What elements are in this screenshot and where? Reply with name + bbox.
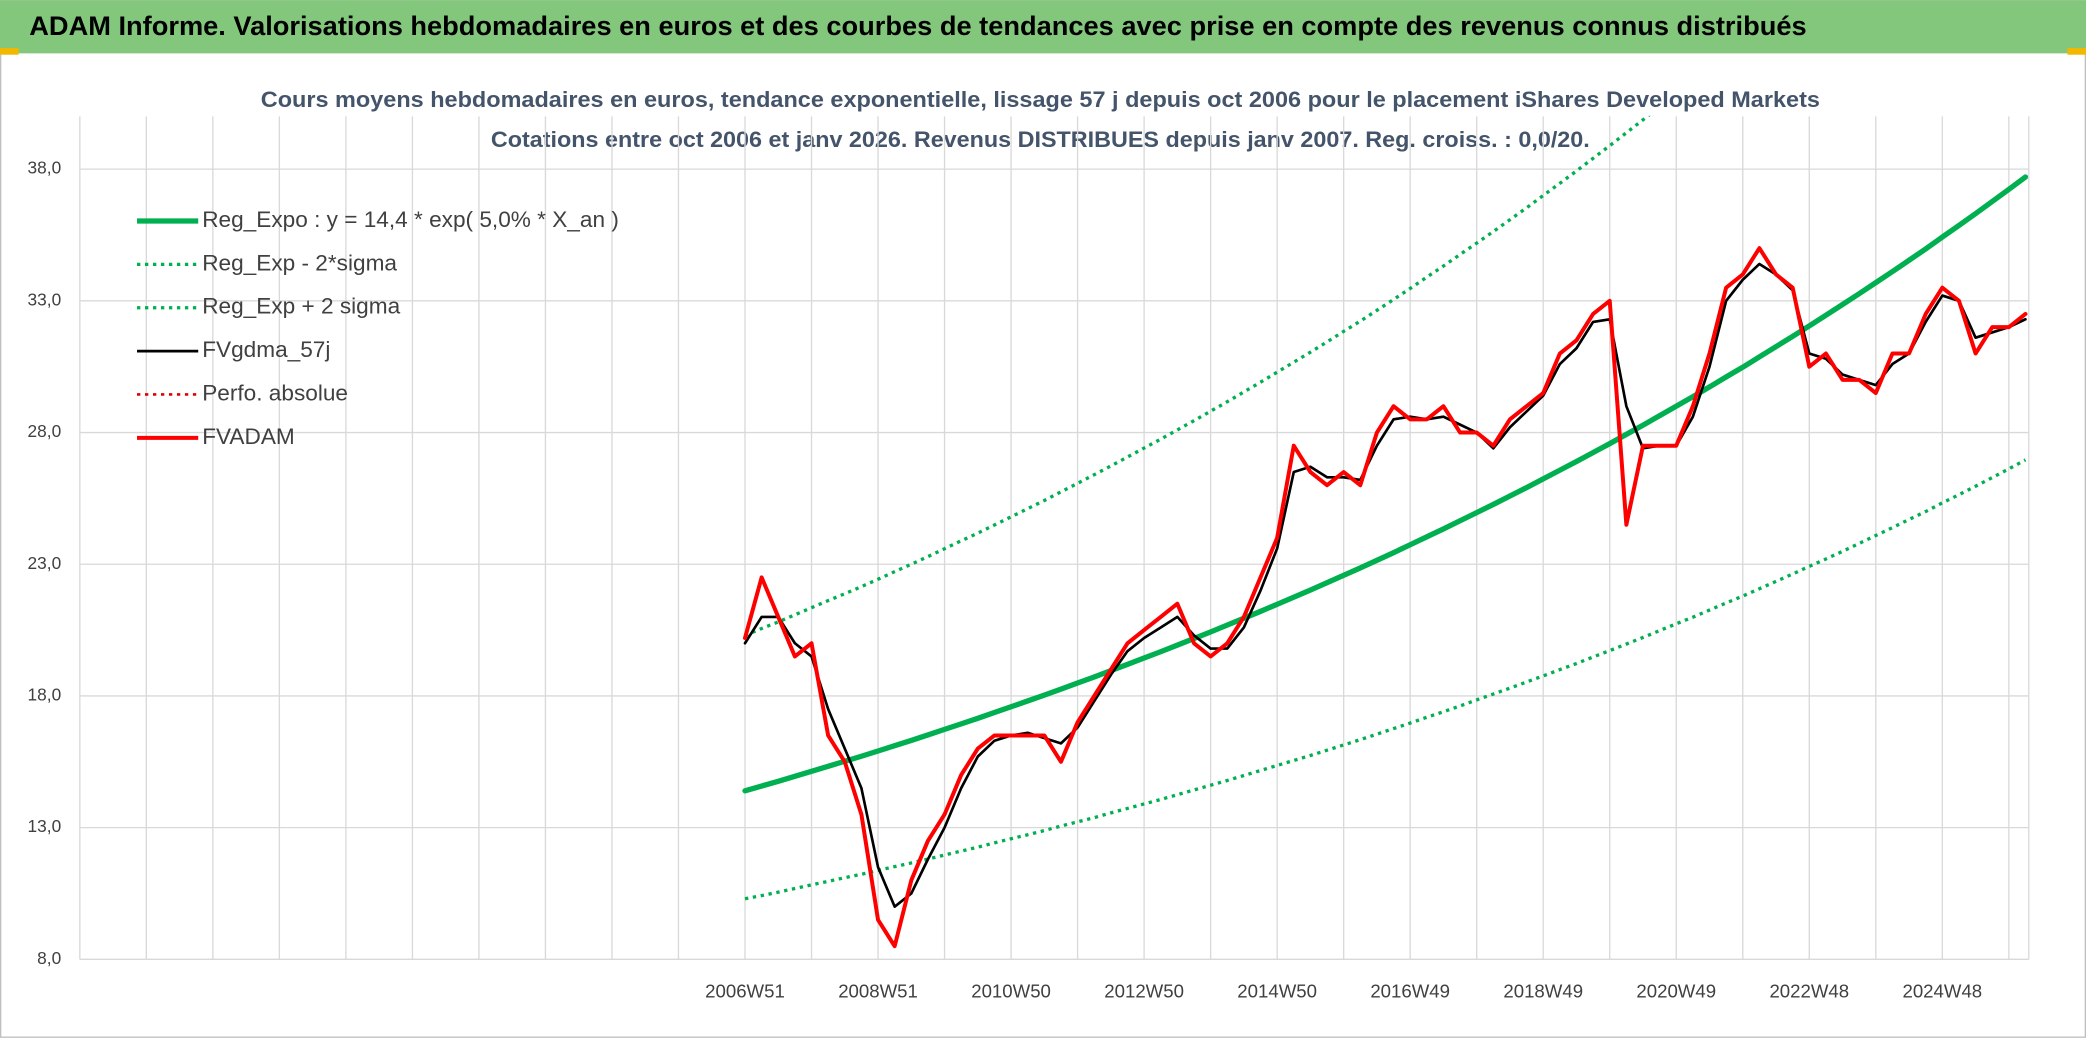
legend-label: Reg_Expo : y = 14,4 * exp( 5,0% * X_an ) [202,207,619,232]
x-tick-label: 2008W51 [838,981,918,1002]
legend-label: Reg_Exp - 2*sigma [202,250,397,275]
y-tick-label: 38,0 [28,158,62,178]
x-tick-label: 2022W48 [1769,981,1849,1002]
x-tick-label: 2018W49 [1503,981,1583,1002]
plot-area [742,115,2029,949]
y-tick-label: 8,0 [37,948,61,968]
legend-label: Perfo. absolue [202,380,348,405]
y-tick-label: 28,0 [28,421,62,441]
header-title: ADAM Informe. Valorisations hebdomadaire… [29,11,1806,41]
legend-label: Reg_Exp + 2 sigma [202,294,400,319]
x-tick-label: 2016W49 [1370,981,1450,1002]
series-line [744,458,2027,901]
x-tick-label: 2010W50 [971,981,1051,1002]
y-tick-label: 23,0 [28,553,62,573]
series-line [744,115,1651,637]
series-line [742,174,2029,794]
series-line [743,262,2027,908]
legend-label: FVgdma_57j [202,337,330,362]
x-tick-label: 2014W50 [1237,981,1317,1002]
x-tick-label: 2024W48 [1902,981,1982,1002]
series-line [743,246,2028,949]
chart-subtitle: Cotations entre oct 2006 et janv 2026. R… [491,127,1590,152]
chart-title: Cours moyens hebdomadaires en euros, ten… [261,87,1820,112]
legend-label: FVADAM [202,424,295,449]
corner-mark [0,48,19,55]
x-tick-label: 2012W50 [1104,981,1184,1002]
y-tick-label: 18,0 [28,684,62,704]
y-tick-label: 33,0 [28,289,62,309]
y-tick-label: 13,0 [28,816,62,836]
x-tick-label: 2006W51 [705,981,785,1002]
legend: Reg_Expo : y = 14,4 * exp( 5,0% * X_an )… [137,207,619,449]
x-tick-label: 2020W49 [1636,981,1716,1002]
corner-mark [2067,48,2086,55]
header-banner [0,0,2086,54]
